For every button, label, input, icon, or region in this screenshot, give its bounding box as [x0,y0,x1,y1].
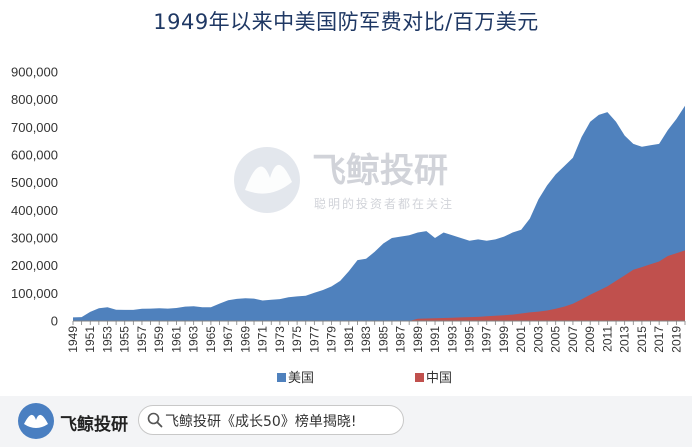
x-tick-label: 1961 [169,326,183,353]
x-tick-label: 2001 [514,326,528,353]
y-tick-label: 0 [51,314,58,329]
x-tick-label: 1979 [325,326,339,353]
watermark-subtitle: 聪明的投资者都在关注 [314,196,454,211]
x-tick-label: 1951 [83,326,97,353]
chart-area: 飞鲸投研 聪明的投资者都在关注 0 100,000 200,000 300,000 40… [11,65,686,386]
y-tick-label: 800,000 [11,92,58,107]
x-tick-label: 1983 [359,326,373,353]
chart-title: 1949年以来中美国防军费对比/百万美元 [153,10,539,34]
watermark-title: 飞鲸投研 [312,151,448,191]
x-tick-label: 1965 [204,326,218,353]
legend-swatch-1 [415,373,424,382]
x-tick-label: 1971 [256,326,270,353]
x-tick-label: 2015 [635,326,649,353]
x-tick-label: 1993 [445,326,459,353]
x-tick-label: 1957 [135,326,149,353]
footer-bar: 飞鲸投研 飞鲸投研《成长50》榜单揭晓! [0,396,692,447]
x-tick-label: 1987 [394,326,408,353]
x-tick-label: 1949 [66,326,80,353]
x-tick-label: 2007 [566,326,580,353]
x-tick-label: 1981 [342,326,356,353]
x-tick-label: 1997 [480,326,494,353]
y-tick-label: 500,000 [11,175,58,190]
y-tick-label: 200,000 [11,258,58,273]
series-area-0 [73,105,685,321]
y-tick-label: 400,000 [11,203,58,218]
x-tick-label: 1977 [307,326,321,353]
legend-swatch-0 [277,373,286,382]
x-tick-label: 2005 [549,326,563,353]
y-tick-label: 600,000 [11,148,58,163]
x-tick-label: 1955 [118,326,132,353]
watermark: 飞鲸投研 聪明的投资者都在关注 [234,147,454,213]
x-tick-label: 1953 [100,326,114,353]
y-tick-label: 100,000 [11,286,58,301]
y-tick-label: 700,000 [11,120,58,135]
x-tick-label: 1969 [238,326,252,353]
footer-brand: 飞鲸投研 [60,415,128,435]
x-tick-label: 1991 [428,326,442,353]
x-tick-label: 2019 [669,326,683,353]
x-tick-label: 2017 [652,326,666,353]
x-tick-label: 2011 [600,326,614,352]
x-tick-label: 2013 [618,326,632,353]
y-tick-label: 900,000 [11,65,58,80]
x-tick-label: 1973 [273,326,287,353]
y-tick-label: 300,000 [11,231,58,246]
series-area-1 [73,250,685,321]
x-tick-label: 2009 [583,326,597,353]
legend-label-0: 美国 [288,371,314,386]
search-text[interactable]: 飞鲸投研《成长50》榜单揭晓! [165,414,357,430]
x-tick-label: 1975 [290,326,304,353]
search-icon[interactable] [147,412,163,428]
x-tick-label: 1985 [376,326,390,353]
x-tick-label: 1959 [152,326,166,353]
legend-label-1: 中国 [426,371,452,386]
x-tick-label: 2003 [531,326,545,353]
x-tick-label: 1967 [221,326,235,353]
whale-logo-icon [18,403,54,439]
x-tick-label: 1963 [187,326,201,353]
x-tick-label: 1995 [463,326,477,353]
x-tick-label: 1989 [411,326,425,353]
search-box[interactable]: 飞鲸投研《成长50》榜单揭晓! [138,405,404,435]
x-tick-label: 1999 [497,326,511,353]
